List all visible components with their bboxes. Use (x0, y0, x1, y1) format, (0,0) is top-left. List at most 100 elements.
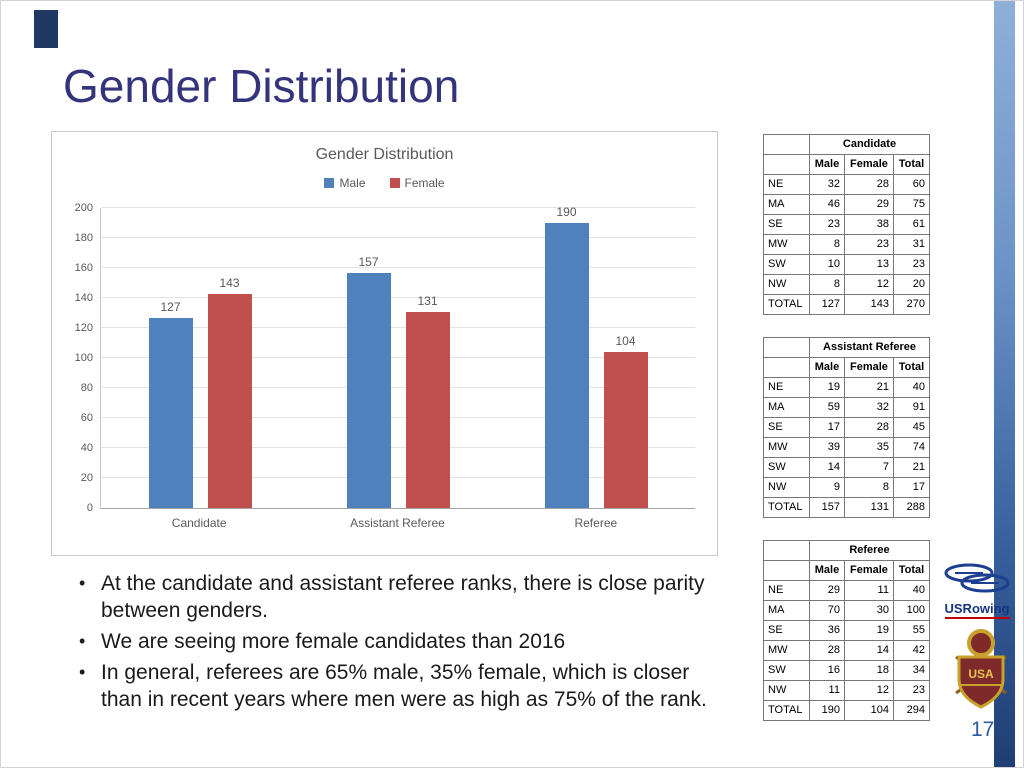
table-cell: 91 (892, 397, 931, 418)
table-cell: 60 (892, 174, 931, 195)
column-header: Female (843, 357, 894, 378)
table-cell: 30 (843, 600, 894, 621)
table-row: NW 9 8 17 (763, 477, 931, 498)
chart-title: Gender Distribution (315, 146, 454, 163)
table-cell: 12 (843, 680, 894, 701)
bullet-list: At the candidate and assistant referee r… (71, 571, 719, 717)
bar-group-assistant-referee: 157 131 (299, 208, 497, 508)
table-cell: 8 (809, 234, 845, 255)
page-number: 17 (971, 718, 995, 741)
y-axis-tick-label: 180 (74, 232, 93, 244)
usrowing-wordmark: USRowing (944, 601, 1010, 619)
legend-swatch-icon (389, 178, 400, 188)
row-label: NW (763, 680, 810, 701)
usa-crest-logo: USA (951, 627, 1011, 715)
table-header-row: Male Female Total (763, 560, 931, 581)
table-row: SE 36 19 55 (763, 620, 931, 641)
table-referee: Referee Male Female Total NE 29 11 40 MA 70 30 100 S… (763, 540, 931, 721)
y-axis-tick-label: 40 (80, 442, 93, 454)
table-header-row: Male Female Total (763, 154, 931, 175)
table-assistant-referee: Assistant Referee Male Female Total NE 19 21 40… (763, 337, 931, 518)
bullet-item: We are seeing more female candidates tha… (71, 629, 719, 656)
y-axis-tick-label: 200 (74, 202, 93, 214)
y-axis-tick-label: 160 (74, 262, 93, 274)
table-corner-cell (763, 540, 810, 561)
table-cell: 29 (843, 194, 894, 215)
row-label: TOTAL (763, 294, 810, 315)
table-cell: 7 (843, 457, 894, 478)
table-cell: 104 (843, 700, 894, 721)
table-cell: 11 (843, 580, 894, 601)
legend-label: Female (404, 176, 445, 190)
table-title: Candidate (809, 134, 930, 155)
table-cell: 40 (892, 377, 931, 398)
legend-item-male: Male (324, 176, 366, 190)
table-cell: 8 (843, 477, 894, 498)
table-cell: 23 (809, 214, 845, 235)
table-cell: 16 (809, 660, 845, 681)
table-row: NE 29 11 40 (763, 580, 931, 601)
gridline (101, 417, 695, 418)
table-cell: 127 (809, 294, 845, 315)
table-cell: 190 (809, 700, 845, 721)
table-row: TOTAL 157 131 288 (763, 497, 931, 518)
gridline (101, 387, 695, 388)
column-header: Male (809, 560, 845, 581)
table-cell: 42 (892, 640, 931, 661)
table-cell: 17 (809, 417, 845, 438)
y-axis-tick-label: 20 (80, 472, 93, 484)
bar-value-label: 157 (358, 254, 379, 269)
row-label: SW (763, 457, 810, 478)
bar-male-assistant-referee: 157 (346, 255, 391, 508)
bar-value-label: 143 (219, 275, 240, 290)
usrowing-mark-icon (944, 563, 1010, 593)
table-title-row: Assistant Referee (763, 337, 930, 358)
bar-value-label: 190 (556, 205, 577, 219)
gridline (101, 207, 695, 208)
table-row: MW 39 35 74 (763, 437, 931, 458)
gender-distribution-chart: Gender Distribution Male Female 0 20 40 60 80… (51, 131, 718, 556)
usa-crest-icon (955, 629, 1007, 709)
table-cell: 9 (809, 477, 845, 498)
row-label: MA (763, 600, 810, 621)
table-cell: 294 (892, 700, 931, 721)
bar-value-label: 104 (615, 334, 636, 348)
column-header: Male (809, 357, 845, 378)
table-cell: 23 (843, 234, 894, 255)
table-cell: 21 (843, 377, 894, 398)
table-cell: 32 (843, 397, 894, 418)
row-label: MA (763, 194, 810, 215)
bar-female-referee: 104 (603, 334, 648, 508)
table-corner-cell (763, 134, 810, 155)
table-cell: 13 (843, 254, 894, 275)
y-axis-tick-label: 80 (80, 382, 93, 394)
table-corner-cell (763, 154, 810, 175)
row-label: SE (763, 417, 810, 438)
y-axis-tick-label: 0 (86, 502, 93, 514)
row-label: SE (763, 214, 810, 235)
table-cell: 11 (809, 680, 845, 701)
usrowing-logo: USRowing (937, 563, 1017, 619)
gridline (101, 267, 695, 268)
table-row: TOTAL 190 104 294 (763, 700, 931, 721)
row-label: NE (763, 580, 810, 601)
table-cell: 18 (843, 660, 894, 681)
x-axis-category-label: Candidate (171, 516, 227, 530)
gridline (101, 327, 695, 328)
table-cell: 19 (843, 620, 894, 641)
table-cell: 20 (892, 274, 931, 295)
table-cell: 59 (809, 397, 845, 418)
row-label: SW (763, 254, 810, 275)
y-axis-tick-label: 100 (74, 352, 93, 364)
table-row: SE 23 38 61 (763, 214, 931, 235)
table-cell: 10 (809, 254, 845, 275)
row-label: SW (763, 660, 810, 681)
bar-female-candidate: 143 (207, 276, 252, 508)
table-cell: 14 (843, 640, 894, 661)
x-axis-labels: Candidate Assistant Referee Referee (100, 516, 695, 530)
bar-value-label: 127 (160, 299, 181, 314)
table-title: Referee (809, 540, 930, 561)
table-cell: 36 (809, 620, 845, 641)
table-cell: 45 (892, 417, 931, 438)
table-cell: 19 (809, 377, 845, 398)
